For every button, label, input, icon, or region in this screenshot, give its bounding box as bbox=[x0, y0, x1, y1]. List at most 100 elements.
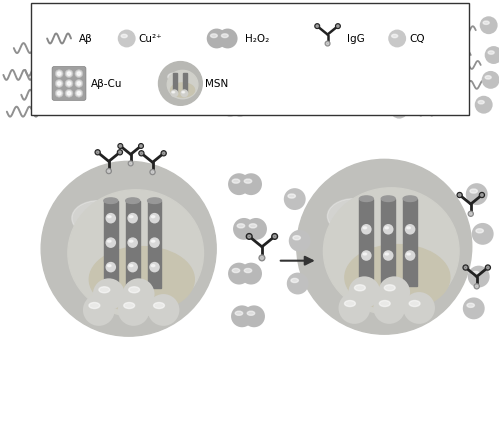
Ellipse shape bbox=[291, 279, 298, 283]
Circle shape bbox=[247, 62, 256, 72]
Circle shape bbox=[374, 292, 405, 324]
Circle shape bbox=[238, 34, 242, 38]
Circle shape bbox=[118, 144, 122, 149]
Circle shape bbox=[250, 88, 254, 92]
Ellipse shape bbox=[344, 301, 356, 307]
Ellipse shape bbox=[244, 180, 252, 184]
Circle shape bbox=[266, 27, 270, 31]
Circle shape bbox=[65, 81, 73, 88]
Circle shape bbox=[236, 74, 244, 83]
Circle shape bbox=[296, 44, 314, 62]
Bar bbox=[184, 73, 188, 93]
Circle shape bbox=[458, 194, 461, 197]
Ellipse shape bbox=[222, 35, 228, 38]
Circle shape bbox=[250, 34, 254, 38]
Circle shape bbox=[95, 150, 100, 155]
FancyBboxPatch shape bbox=[220, 16, 260, 56]
Ellipse shape bbox=[130, 241, 133, 242]
Circle shape bbox=[472, 223, 494, 245]
Text: Cu²⁺: Cu²⁺ bbox=[138, 35, 162, 44]
Circle shape bbox=[290, 39, 294, 43]
Ellipse shape bbox=[151, 216, 155, 218]
Ellipse shape bbox=[470, 190, 478, 194]
Circle shape bbox=[68, 83, 71, 86]
Circle shape bbox=[245, 219, 267, 240]
Circle shape bbox=[68, 92, 71, 96]
Circle shape bbox=[224, 74, 233, 83]
Circle shape bbox=[228, 174, 250, 196]
Ellipse shape bbox=[90, 247, 194, 312]
Ellipse shape bbox=[382, 196, 395, 202]
Circle shape bbox=[75, 71, 82, 78]
Circle shape bbox=[480, 194, 484, 197]
Circle shape bbox=[128, 238, 138, 248]
Circle shape bbox=[118, 31, 136, 48]
Ellipse shape bbox=[224, 104, 230, 108]
Circle shape bbox=[285, 83, 294, 92]
Bar bbox=[104, 201, 118, 288]
Circle shape bbox=[250, 22, 254, 26]
Circle shape bbox=[240, 263, 262, 285]
Circle shape bbox=[474, 97, 492, 114]
Ellipse shape bbox=[354, 285, 366, 291]
Ellipse shape bbox=[385, 227, 388, 229]
Circle shape bbox=[273, 83, 282, 92]
Ellipse shape bbox=[172, 92, 174, 94]
Circle shape bbox=[361, 250, 372, 261]
Circle shape bbox=[238, 88, 242, 92]
Ellipse shape bbox=[232, 180, 239, 184]
Ellipse shape bbox=[384, 285, 395, 291]
Circle shape bbox=[161, 151, 166, 156]
Circle shape bbox=[233, 219, 255, 240]
Text: H₂O₂: H₂O₂ bbox=[245, 35, 270, 44]
Ellipse shape bbox=[288, 195, 296, 199]
Circle shape bbox=[150, 170, 155, 175]
Ellipse shape bbox=[130, 216, 133, 218]
Circle shape bbox=[140, 145, 142, 148]
Ellipse shape bbox=[409, 301, 420, 307]
Ellipse shape bbox=[380, 301, 390, 307]
Circle shape bbox=[149, 213, 160, 224]
Ellipse shape bbox=[385, 253, 388, 256]
Circle shape bbox=[58, 83, 61, 86]
Circle shape bbox=[247, 74, 256, 83]
Circle shape bbox=[288, 74, 292, 78]
Bar bbox=[360, 199, 374, 286]
Circle shape bbox=[287, 25, 296, 34]
Ellipse shape bbox=[345, 245, 450, 311]
Bar bbox=[174, 73, 178, 93]
Circle shape bbox=[226, 22, 230, 26]
Bar bbox=[382, 199, 395, 286]
Ellipse shape bbox=[363, 227, 366, 229]
Circle shape bbox=[273, 59, 282, 69]
Ellipse shape bbox=[124, 303, 134, 309]
Circle shape bbox=[236, 20, 244, 29]
Circle shape bbox=[224, 86, 233, 95]
Circle shape bbox=[128, 213, 138, 224]
Circle shape bbox=[93, 279, 124, 311]
Circle shape bbox=[226, 65, 230, 69]
Circle shape bbox=[118, 152, 122, 154]
Circle shape bbox=[140, 153, 143, 155]
Text: Aβ-Cu: Aβ-Cu bbox=[91, 79, 122, 89]
Circle shape bbox=[278, 39, 282, 43]
Circle shape bbox=[128, 162, 133, 167]
Circle shape bbox=[118, 150, 122, 155]
Ellipse shape bbox=[72, 201, 124, 236]
Bar bbox=[31, 3, 469, 115]
FancyBboxPatch shape bbox=[52, 67, 86, 101]
Ellipse shape bbox=[148, 59, 153, 62]
Circle shape bbox=[250, 65, 254, 69]
Circle shape bbox=[218, 54, 236, 72]
Circle shape bbox=[247, 32, 256, 41]
Ellipse shape bbox=[168, 71, 198, 100]
Circle shape bbox=[388, 31, 406, 48]
Circle shape bbox=[361, 225, 372, 235]
Circle shape bbox=[68, 73, 71, 76]
Ellipse shape bbox=[384, 62, 390, 65]
Circle shape bbox=[403, 292, 435, 324]
Circle shape bbox=[273, 235, 276, 239]
Circle shape bbox=[275, 13, 284, 22]
Circle shape bbox=[275, 25, 284, 34]
Circle shape bbox=[247, 86, 256, 95]
